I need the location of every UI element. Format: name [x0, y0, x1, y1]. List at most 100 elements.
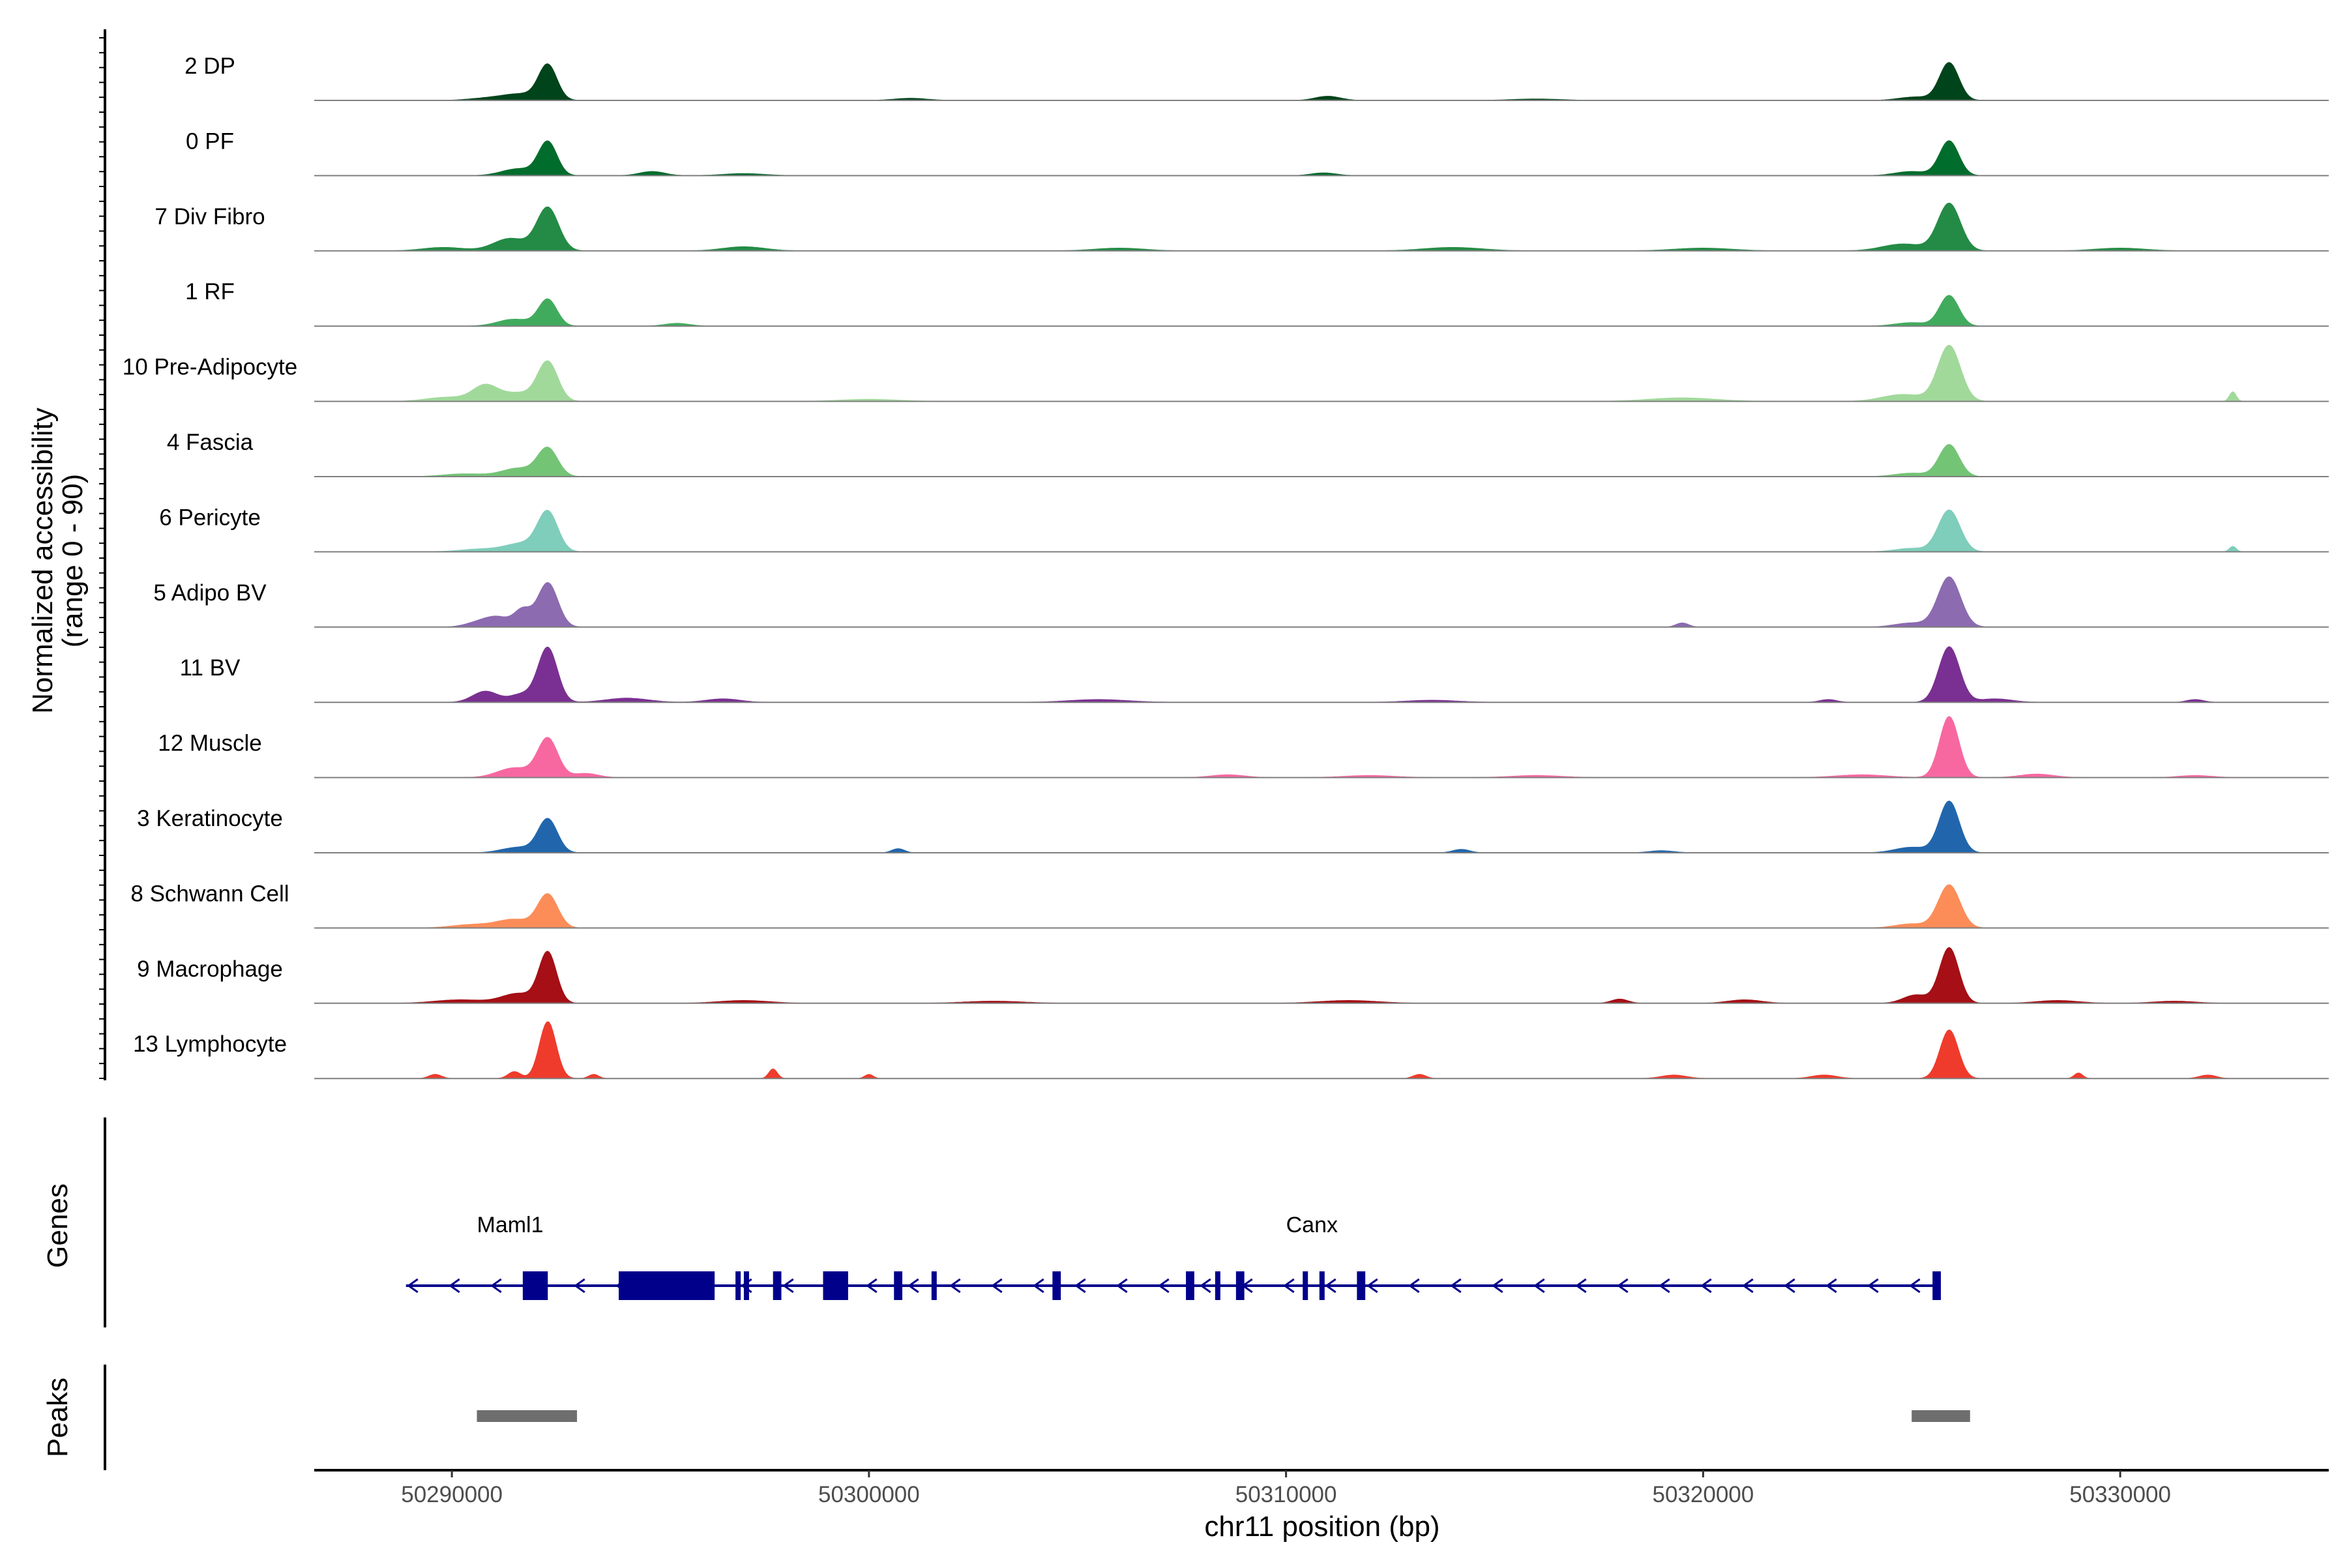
- accessibility-area: [314, 295, 2329, 327]
- exon: [1052, 1271, 1061, 1300]
- peaks-panel-label: Peaks: [42, 1378, 74, 1457]
- y-axis: [99, 29, 106, 1080]
- strand-arrow: [1325, 1278, 1336, 1294]
- track-8: 5 Adipo BV: [153, 576, 2329, 628]
- accessibility-area: [314, 62, 2329, 101]
- track-label: 11 BV: [180, 655, 241, 681]
- strand-arrow: [1575, 1278, 1587, 1294]
- strand-arrow: [908, 1278, 919, 1294]
- exon: [931, 1271, 937, 1300]
- strand-arrow: [1074, 1278, 1086, 1294]
- strand-arrow: [490, 1278, 502, 1294]
- strand-arrow: [1200, 1278, 1211, 1294]
- strand-arrow: [866, 1278, 878, 1294]
- accessibility-area: [314, 140, 2329, 176]
- track-label: 3 Keratinocyte: [137, 806, 283, 831]
- track-label: 9 Macrophage: [137, 956, 283, 982]
- track-2: 0 PF: [186, 128, 2329, 177]
- accessibility-area: [314, 884, 2329, 928]
- strand-arrow: [949, 1278, 961, 1294]
- accessibility-area: [314, 202, 2329, 252]
- strand-arrow: [1867, 1278, 1879, 1294]
- strand-arrow: [1450, 1278, 1462, 1294]
- strand-arrow: [1283, 1278, 1295, 1294]
- x-tick-label: 50290000: [401, 1482, 503, 1507]
- exon: [1303, 1271, 1308, 1300]
- strand-arrow: [1659, 1278, 1670, 1294]
- track-6: 4 Fascia: [167, 430, 2329, 477]
- strand-arrow: [407, 1278, 419, 1294]
- track-10: 12 Muscle: [158, 716, 2329, 778]
- track-label: 8 Schwann Cell: [130, 881, 289, 906]
- track-label: 2 DP: [185, 53, 235, 79]
- exon: [1932, 1271, 1941, 1300]
- strand-arrow: [1909, 1278, 1921, 1294]
- strand-arrow: [574, 1278, 585, 1294]
- exon: [1357, 1271, 1366, 1300]
- strand-arrow: [1492, 1278, 1503, 1294]
- accessibility-area: [314, 1021, 2329, 1079]
- accessibility-area: [314, 576, 2329, 628]
- exon: [773, 1271, 782, 1300]
- track-label: 7 Div Fibro: [155, 204, 265, 229]
- track-5: 10 Pre-Adipocyte: [123, 344, 2329, 402]
- track-11: 3 Keratinocyte: [137, 800, 2329, 853]
- accessibility-area: [314, 947, 2329, 1004]
- track-label: 4 Fascia: [167, 430, 254, 455]
- track-label: 12 Muscle: [158, 731, 262, 756]
- exon: [743, 1271, 749, 1300]
- peak-region: [1912, 1410, 1970, 1422]
- x-tick-label: 50320000: [1653, 1482, 1754, 1507]
- exon: [522, 1271, 548, 1300]
- y-axis-title-line2: (range 0 - 90): [57, 474, 89, 648]
- genes-panel-label: Genes: [42, 1183, 74, 1268]
- track-label: 10 Pre-Adipocyte: [123, 355, 297, 380]
- strand-arrow: [1700, 1278, 1712, 1294]
- strand-arrow: [1116, 1278, 1128, 1294]
- strand-arrow: [1533, 1278, 1545, 1294]
- exon: [1215, 1271, 1220, 1300]
- track-3: 7 Div Fibro: [155, 202, 2329, 252]
- accessibility-area: [314, 509, 2329, 552]
- accessibility-area: [314, 344, 2329, 402]
- strand-arrow: [1742, 1278, 1754, 1294]
- strand-arrow: [449, 1278, 460, 1294]
- strand-arrow: [782, 1278, 794, 1294]
- track-label: 13 Lymphocyte: [133, 1031, 287, 1057]
- track-13: 9 Macrophage: [137, 947, 2329, 1004]
- accessibility-area: [314, 800, 2329, 853]
- track-12: 8 Schwann Cell: [130, 881, 2329, 929]
- strand-arrow: [991, 1278, 1003, 1294]
- genes-panel: Maml1 Canx: [104, 1117, 1941, 1327]
- accessibility-area: [314, 646, 2329, 703]
- y-axis-title-line1: Normalized accessibility: [27, 407, 59, 713]
- track-4: 1 RF: [185, 279, 2329, 327]
- track-label: 0 PF: [186, 128, 234, 154]
- gene-name-label: Maml1: [477, 1213, 544, 1237]
- x-tick-label: 50330000: [2069, 1482, 2171, 1507]
- track-7: 6 Pericyte: [159, 505, 2329, 553]
- track-label: 5 Adipo BV: [153, 580, 267, 606]
- accessibility-tracks: 2 DP 0 PF 7 Div Fibro 1 RF 10 Pre-Adipocyte 4…: [123, 53, 2329, 1080]
- strand-arrow: [1617, 1278, 1629, 1294]
- x-tick-label: 50310000: [1235, 1482, 1337, 1507]
- x-axis: 50290000 50300000 50310000 50320000 50330000: [314, 1469, 2329, 1507]
- exon: [735, 1271, 741, 1300]
- x-tick-label: 50300000: [818, 1482, 920, 1507]
- peaks-panel: [104, 1365, 1970, 1470]
- track-1: 2 DP: [185, 53, 2329, 101]
- strand-arrow: [1033, 1278, 1044, 1294]
- exon: [1186, 1271, 1194, 1300]
- accessibility-area: [314, 716, 2329, 778]
- gene-name-label: Canx: [1286, 1213, 1338, 1237]
- strand-arrow: [1366, 1278, 1378, 1294]
- track-label: 1 RF: [185, 279, 235, 304]
- exon: [619, 1271, 715, 1300]
- strand-arrow: [1408, 1278, 1420, 1294]
- exon: [823, 1271, 848, 1300]
- track-9: 11 BV: [180, 646, 2329, 703]
- track-label: 6 Pericyte: [159, 505, 261, 530]
- strand-arrow: [1825, 1278, 1837, 1294]
